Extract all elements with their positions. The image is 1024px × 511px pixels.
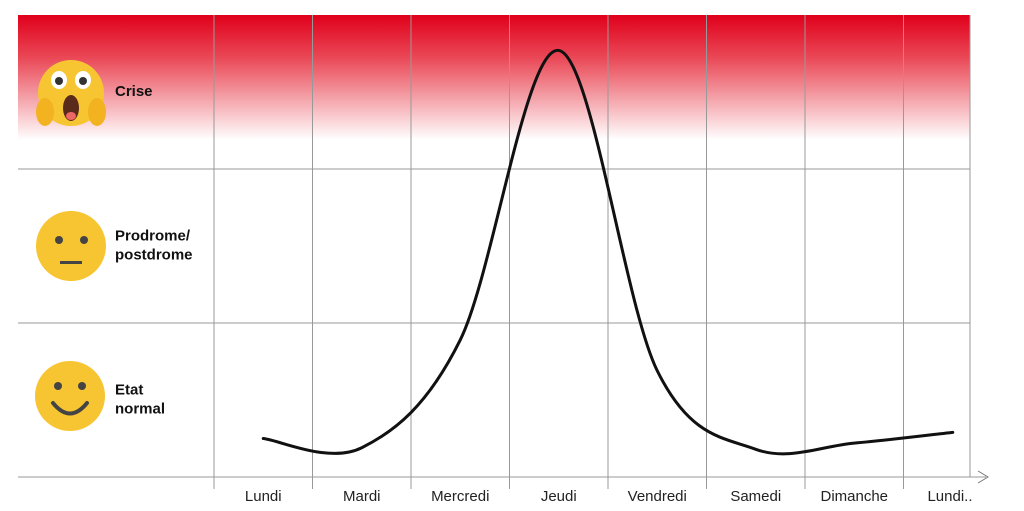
emoji-shocked — [36, 60, 106, 126]
x-tick-label: Lundi.. — [927, 488, 972, 505]
y-tick-label: Prodrome/postdrome — [115, 227, 193, 263]
x-tick-label: Vendredi — [628, 488, 687, 505]
x-tick-label: Mercredi — [431, 488, 489, 505]
x-tick-label: Mardi — [343, 488, 381, 505]
x-tick-label: Lundi — [245, 488, 282, 505]
crisis-band — [18, 15, 970, 140]
x-tick-label: Samedi — [730, 488, 781, 505]
x-tick-label: Dimanche — [820, 488, 888, 505]
x-tick-label: Jeudi — [541, 488, 577, 505]
emoji-neutral — [36, 211, 106, 281]
x-axis-arrow — [977, 470, 989, 484]
emojis — [35, 60, 106, 431]
y-tick-label: Crise — [115, 83, 153, 100]
emoji-smile — [35, 361, 105, 431]
line — [261, 48, 955, 456]
y-tick-label: Etat normal — [115, 381, 165, 417]
